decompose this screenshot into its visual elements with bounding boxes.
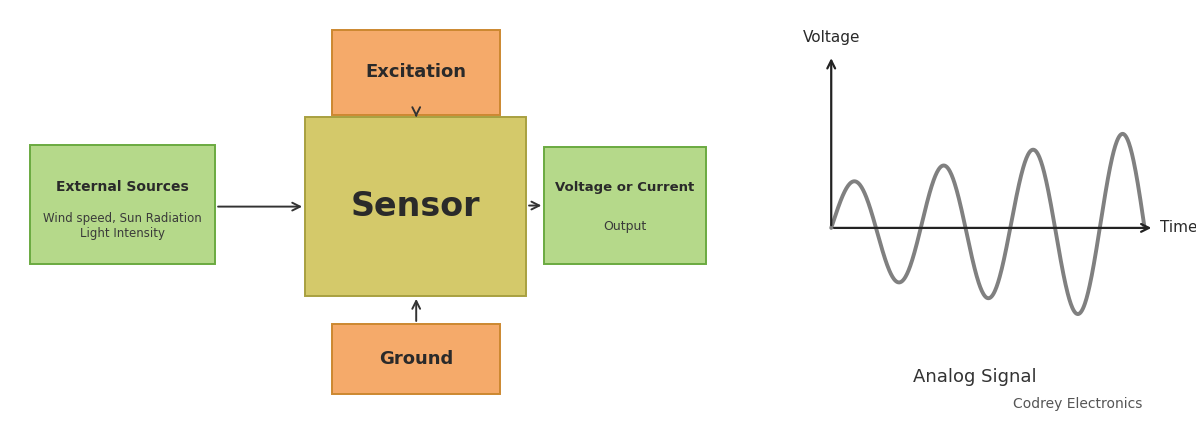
Text: Voltage or Current: Voltage or Current	[555, 181, 695, 195]
Text: External Sources: External Sources	[56, 180, 189, 193]
Text: Voltage: Voltage	[803, 30, 860, 45]
Text: Codrey Electronics: Codrey Electronics	[1013, 397, 1142, 411]
Text: Excitation: Excitation	[366, 63, 466, 81]
FancyBboxPatch shape	[305, 117, 526, 296]
FancyBboxPatch shape	[544, 147, 706, 264]
Text: Output: Output	[603, 220, 647, 233]
Text: Analog Signal: Analog Signal	[913, 368, 1037, 386]
Text: Time: Time	[1160, 220, 1196, 236]
FancyBboxPatch shape	[332, 324, 500, 394]
FancyBboxPatch shape	[332, 30, 500, 115]
FancyBboxPatch shape	[30, 145, 215, 264]
Text: Wind speed, Sun Radiation
Light Intensity: Wind speed, Sun Radiation Light Intensit…	[43, 212, 202, 240]
Text: Ground: Ground	[379, 350, 453, 368]
Text: Sensor: Sensor	[350, 190, 481, 223]
